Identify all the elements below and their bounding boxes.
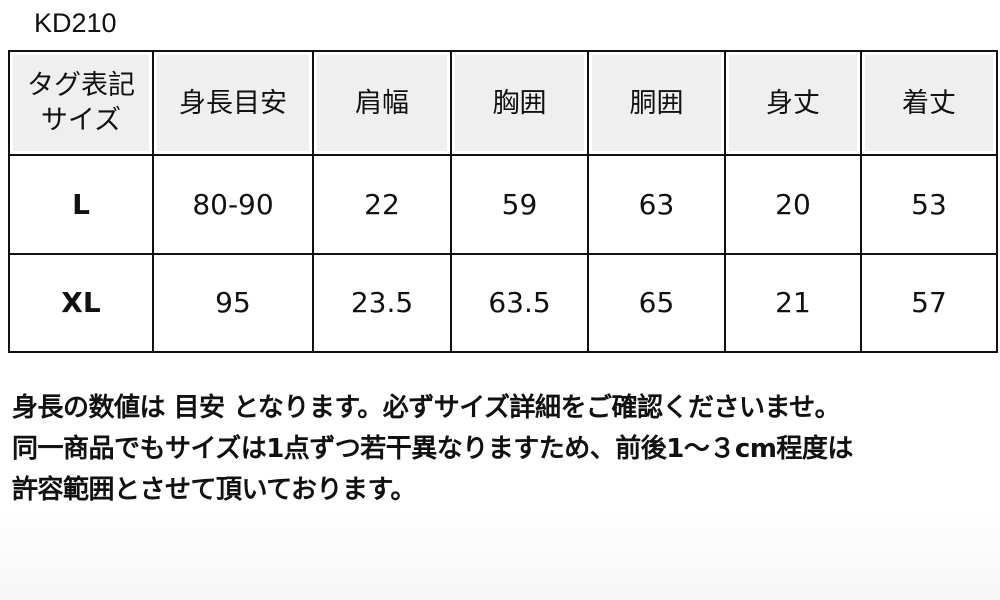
header-body-length: 身丈: [724, 49, 862, 157]
table-row: XL 95 23.5 63.5 65 21 57: [8, 252, 998, 354]
cell: 23.5: [312, 252, 452, 354]
note-line: 許容範囲とさせて頂いております。: [12, 475, 416, 505]
product-code: KD210: [34, 8, 117, 38]
cell: 95: [152, 252, 314, 354]
note-line: 同一商品でもサイズは1点ずつ若干異なりますため、前後1～３cm程度は: [12, 434, 853, 464]
note-line: 身長の数値は 目安 となります。必ずサイズ詳細をご確認くださいませ。: [12, 393, 841, 423]
header-shoulder: 肩幅: [312, 49, 452, 157]
cell-size: XL: [8, 252, 154, 354]
cell: 20: [724, 154, 862, 255]
table-header-row: タグ表記 サイズ 身長目安 肩幅 胸囲 胴囲 身丈 着丈: [8, 49, 998, 157]
table-row: L 80-90 22 59 63 20 53: [8, 154, 998, 255]
cell: 22: [312, 154, 452, 255]
header-total-length: 着丈: [860, 49, 998, 157]
cell: 65: [587, 252, 726, 354]
cell: 53: [860, 154, 998, 255]
header-height: 身長目安: [152, 49, 314, 157]
size-chart-table: タグ表記 サイズ 身長目安 肩幅 胸囲 胴囲 身丈 着丈 L 80-90 22 …: [8, 49, 998, 354]
header-chest: 胸囲: [450, 49, 589, 157]
cell: 21: [724, 252, 862, 354]
header-tag-size: タグ表記 サイズ: [8, 49, 154, 157]
cell-size: L: [8, 154, 154, 255]
cell: 59: [450, 154, 589, 255]
size-notes: 身長の数値は 目安 となります。必ずサイズ詳細をご確認くださいませ。 同一商品で…: [12, 388, 997, 511]
cell: 63.5: [450, 252, 589, 354]
cell: 80-90: [152, 154, 314, 255]
background-fade: [0, 510, 1000, 600]
cell: 63: [587, 154, 726, 255]
header-waist: 胴囲: [587, 49, 726, 157]
cell: 57: [860, 252, 998, 354]
